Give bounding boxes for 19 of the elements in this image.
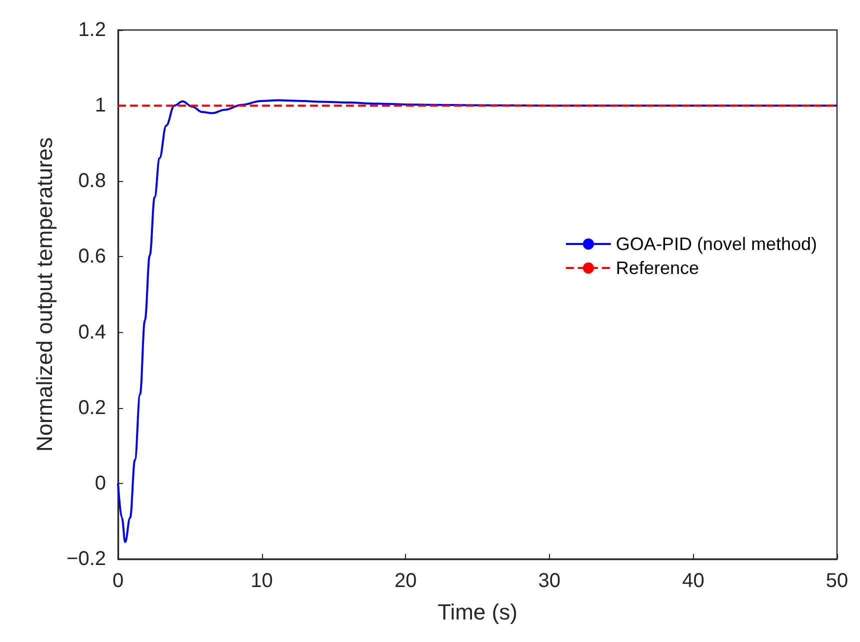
y-tick-label: 1 <box>94 94 106 117</box>
y-tick-label: 0 <box>94 472 106 494</box>
y-tick-label: 1.2 <box>78 19 106 41</box>
y-axis-title: Normalized output temperatures <box>32 137 58 452</box>
x-axis-title: Time (s) <box>438 600 518 624</box>
y-tick-label: 0.4 <box>78 321 106 344</box>
legend-label: GOA-PID (novel method) <box>616 234 818 254</box>
x-tick-label: 40 <box>682 570 704 592</box>
legend-label: Reference <box>616 258 699 278</box>
x-tick-label: 0 <box>112 570 124 592</box>
x-tick-label: 50 <box>826 570 848 592</box>
x-tick-label: 10 <box>250 570 273 592</box>
x-tick-label: 20 <box>394 570 417 592</box>
y-tick-label: 0.6 <box>78 246 106 268</box>
line-series <box>117 99 838 543</box>
y-tick-label: 0.8 <box>78 170 106 192</box>
y-tick-label: 0.2 <box>78 396 106 419</box>
x-tick-label: 30 <box>538 570 561 592</box>
y-tick-label: −0.2 <box>66 548 106 570</box>
